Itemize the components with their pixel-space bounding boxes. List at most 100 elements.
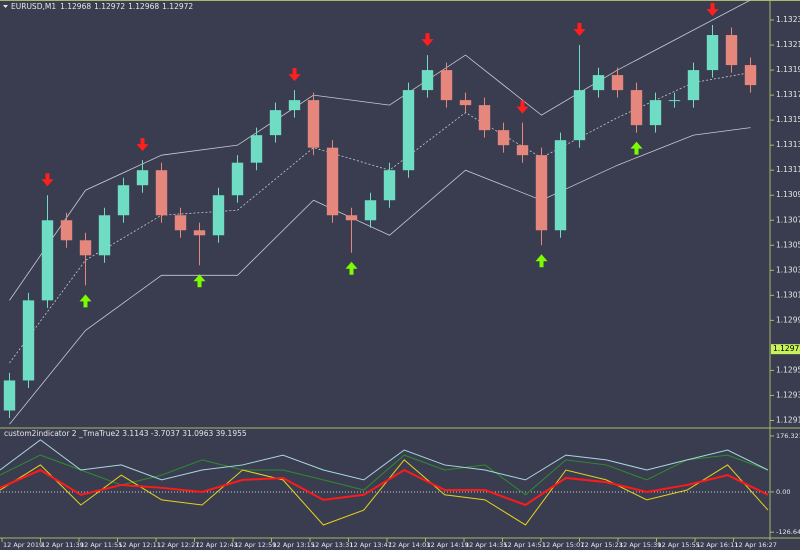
ohlc-value: 1.12972 bbox=[162, 2, 193, 11]
x-tick-label: 12 Apr 13:47 bbox=[350, 541, 392, 549]
y-tick-label: 1.12935 bbox=[776, 390, 800, 399]
candle-body bbox=[497, 130, 510, 146]
x-tick-label: 12 Apr 16:11 bbox=[696, 541, 738, 549]
x-tick-label: 12 Apr 13:15 bbox=[273, 541, 315, 549]
y-tick-label: 1.13215 bbox=[776, 40, 800, 49]
buy-arrow bbox=[630, 141, 643, 155]
candle-body bbox=[687, 70, 700, 101]
candle-body bbox=[744, 65, 757, 86]
y-tick-label: 1.13095 bbox=[776, 190, 800, 199]
y-tick-label: 1.13195 bbox=[776, 65, 800, 74]
y-tick-label: 1.13175 bbox=[776, 90, 800, 99]
sell-arrow bbox=[516, 100, 529, 114]
y-tick-label: 1.13235 bbox=[776, 15, 800, 24]
menu-triangle[interactable] bbox=[3, 5, 8, 8]
ohlc-value: 1.12968 bbox=[128, 2, 159, 11]
x-tick-label: 12 Apr 12:59 bbox=[234, 541, 276, 549]
indicator-line bbox=[0, 468, 769, 507]
x-tick-label: 12 Apr 12:43 bbox=[196, 541, 238, 549]
candle-body bbox=[79, 240, 92, 256]
x-tick-label: 12 Apr 15:23 bbox=[581, 541, 623, 549]
candle-body bbox=[668, 100, 681, 102]
x-tick-label: 12 Apr 12:11 bbox=[119, 541, 161, 549]
y-tick-label: 1.13015 bbox=[776, 290, 800, 299]
y-tick-label: 176.3214 bbox=[776, 432, 800, 440]
sell-arrow bbox=[41, 173, 54, 187]
y-tick-label: 1.13135 bbox=[776, 140, 800, 149]
buy-arrow bbox=[345, 261, 358, 275]
candle-body bbox=[440, 70, 453, 101]
candle-body bbox=[478, 105, 491, 131]
candle-body bbox=[364, 200, 377, 221]
candle-body bbox=[630, 90, 643, 126]
bid-label: 1.12972 bbox=[773, 344, 800, 353]
candle-body bbox=[231, 162, 244, 196]
candle-body bbox=[421, 70, 434, 91]
candle-body bbox=[193, 230, 206, 236]
y-tick-label: 1.13155 bbox=[776, 115, 800, 124]
y-tick-label: 1.13115 bbox=[776, 165, 800, 174]
x-tick-label: 12 Apr 15:39 bbox=[619, 541, 661, 549]
indicator-line bbox=[0, 454, 769, 496]
x-tick-label: 12 Apr 15:07 bbox=[542, 541, 584, 549]
candle-body bbox=[592, 75, 605, 91]
buy-arrow bbox=[193, 274, 206, 288]
sell-arrow bbox=[288, 68, 301, 82]
candle-body bbox=[212, 195, 225, 236]
y-tick-label: 1.13035 bbox=[776, 265, 800, 274]
x-tick-label: 12 Apr 12:27 bbox=[157, 541, 199, 549]
y-tick-label: 1.12955 bbox=[776, 365, 800, 374]
candle-body bbox=[136, 170, 149, 186]
sell-arrow bbox=[421, 33, 434, 47]
candle-body bbox=[250, 135, 263, 163]
x-tick-label: 12 Apr 14:19 bbox=[427, 541, 469, 549]
candle-body bbox=[554, 140, 567, 231]
candle-body bbox=[117, 185, 130, 216]
candle-body bbox=[573, 90, 586, 141]
x-tick-label: 12 Apr 11:55 bbox=[80, 541, 122, 549]
x-tick-label: 12 Apr 14:51 bbox=[504, 541, 546, 549]
candle-body bbox=[269, 110, 282, 136]
ohlc-value: 1.12968 bbox=[60, 2, 91, 11]
candle-body bbox=[649, 100, 662, 126]
symbol: EURUSD,M1 bbox=[11, 2, 56, 11]
y-tick-label: 1.12995 bbox=[776, 315, 800, 324]
candle-body bbox=[345, 215, 358, 221]
candle-body bbox=[174, 215, 187, 231]
x-tick-label: 12 Apr 14:03 bbox=[388, 541, 430, 549]
x-tick-label: 12 Apr 13:31 bbox=[311, 541, 353, 549]
candle-body bbox=[60, 220, 73, 241]
indicator-title: custom2indicator 2 _TmaTrue2 3.1143 -3.7… bbox=[4, 429, 247, 438]
candle-body bbox=[459, 100, 472, 106]
bid-box bbox=[771, 344, 800, 355]
y-tick-label: 1.12915 bbox=[776, 415, 800, 424]
buy-arrow bbox=[535, 254, 548, 268]
candle-body bbox=[22, 300, 35, 381]
x-tick-label: 12 Apr 2019 bbox=[3, 541, 43, 549]
x-tick-label: 12 Apr 15:55 bbox=[658, 541, 700, 549]
candle-body bbox=[326, 147, 339, 216]
band-upper bbox=[9, 0, 751, 301]
candle-body bbox=[516, 145, 529, 156]
candle-body bbox=[155, 170, 168, 216]
sell-arrow bbox=[573, 23, 586, 37]
buy-arrow bbox=[79, 294, 92, 308]
y-tick-label: 0.00 bbox=[776, 488, 790, 496]
band-lower bbox=[9, 127, 751, 425]
candle-body bbox=[725, 35, 738, 66]
candle-body bbox=[3, 380, 16, 411]
y-tick-label: 1.13075 bbox=[776, 215, 800, 224]
sell-arrow bbox=[706, 3, 719, 17]
chart-header: EURUSD,M1 1.12968 1.12972 1.12968 1.12972 bbox=[11, 2, 193, 11]
ohlc-value: 1.12972 bbox=[94, 2, 125, 11]
y-tick-label: -126.6494 bbox=[776, 528, 800, 536]
candle-body bbox=[706, 35, 719, 71]
y-tick-label: 1.13055 bbox=[776, 240, 800, 249]
candle-body bbox=[41, 220, 54, 301]
candle-body bbox=[307, 100, 320, 148]
x-tick-label: 12 Apr 16:27 bbox=[735, 541, 777, 549]
indicator-line bbox=[0, 439, 769, 481]
candle-body bbox=[288, 100, 301, 111]
